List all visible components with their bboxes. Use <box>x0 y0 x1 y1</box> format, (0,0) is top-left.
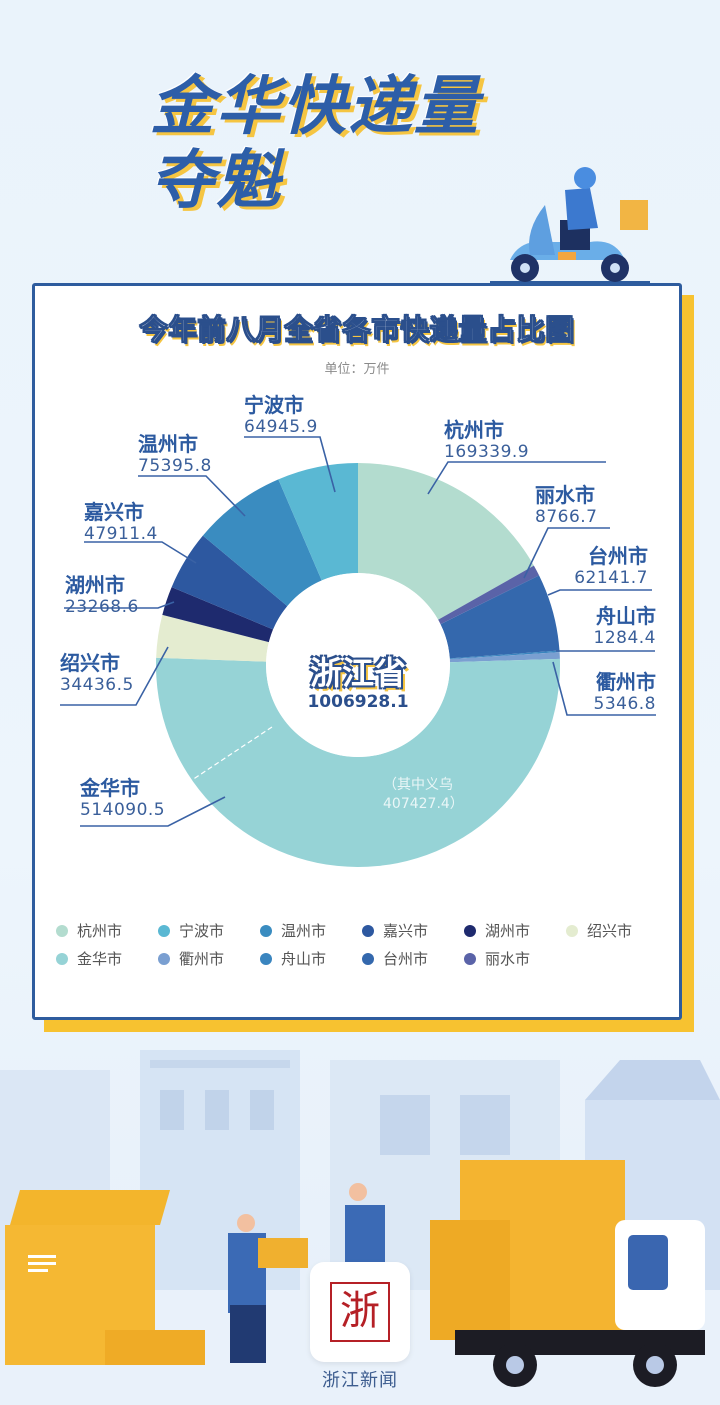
legend-swatch-icon <box>464 924 476 937</box>
yiwu-annotation: （其中义乌 407427.4） <box>383 777 464 812</box>
label-shaoxing: 绍兴市 34436.5 <box>60 651 134 695</box>
legend-swatch-icon <box>260 952 272 965</box>
headline-line-2: 夺魁 <box>150 144 282 218</box>
legend-label: 湖州市 <box>485 922 531 940</box>
label-jiaxing: 嘉兴市 47911.4 <box>84 500 158 544</box>
legend-item: 绍兴市 <box>566 920 668 941</box>
donut-slice <box>278 463 358 581</box>
legend-swatch-icon <box>362 924 374 937</box>
legend-swatch-icon <box>566 924 578 937</box>
donut-slice <box>440 575 560 659</box>
legend-swatch-icon <box>158 952 170 965</box>
brand-name: 浙江新闻 <box>322 1370 398 1391</box>
donut-slice <box>438 565 540 625</box>
zhejiang-news-logo: 浙 <box>310 1262 410 1362</box>
donut-slice <box>449 650 560 660</box>
leader-line <box>552 661 656 716</box>
legend-item: 金华市 <box>56 948 158 969</box>
leader-line <box>523 527 610 579</box>
legend-item: 丽水市 <box>464 948 566 969</box>
label-wenzhou: 温州市 75395.8 <box>138 432 212 476</box>
legend-swatch-icon <box>158 924 170 937</box>
legend-swatch-icon <box>464 952 476 965</box>
leader-line <box>60 646 169 706</box>
chart-legend: 杭州市 宁波市 温州市 嘉兴市 湖州市 绍兴市金华市 衢州市 舟山市 台州市 丽水市 <box>56 920 676 969</box>
seal-icon: 浙 <box>330 1282 390 1342</box>
donut-chart <box>60 436 656 867</box>
legend-label: 嘉兴市 <box>383 922 429 940</box>
leader-line <box>427 461 606 495</box>
leader-line <box>244 436 336 493</box>
headline-line-1: 金华快递量 <box>150 70 480 144</box>
legend-label: 宁波市 <box>179 922 225 940</box>
legend-item: 台州市 <box>362 948 464 969</box>
leader-line <box>84 541 197 564</box>
label-huzhou: 湖州市 23268.6 <box>65 573 139 617</box>
donut-slice <box>171 535 288 630</box>
legend-item: 宁波市 <box>158 920 260 941</box>
leader-line <box>64 601 175 609</box>
legend-swatch-icon <box>56 952 68 965</box>
donut-slice <box>162 587 274 643</box>
legend-swatch-icon <box>56 924 68 937</box>
donut-slice <box>449 652 560 663</box>
legend-item: 温州市 <box>260 920 362 941</box>
label-ningbo: 宁波市 64945.9 <box>244 393 318 437</box>
donut-center-total: 1006928.1 <box>307 692 409 712</box>
legend-label: 绍兴市 <box>587 922 633 940</box>
legend-item: 嘉兴市 <box>362 920 464 941</box>
donut-center-title: 浙江省 <box>309 654 406 692</box>
label-jinhua: 金华市 514090.5 <box>80 776 166 820</box>
page-headline: 金华快递量 夺魁 <box>150 70 480 218</box>
legend-item: 衢州市 <box>158 948 260 969</box>
legend-label: 杭州市 <box>77 922 123 940</box>
label-zhoushan: 舟山市 1284.4 <box>593 604 656 648</box>
legend-label: 丽水市 <box>485 950 531 968</box>
legend-item: 湖州市 <box>464 920 566 941</box>
donut-slice <box>155 657 560 867</box>
legend-item: 舟山市 <box>260 948 362 969</box>
leader-line <box>138 475 246 517</box>
label-quzhou: 衢州市 5346.8 <box>593 670 656 714</box>
label-hangzhou: 杭州市 169339.9 <box>444 418 530 462</box>
legend-label: 衢州市 <box>179 950 225 968</box>
legend-swatch-icon <box>260 924 272 937</box>
donut-slice <box>358 463 534 620</box>
label-lishui: 丽水市 8766.7 <box>535 483 598 527</box>
leader-line <box>547 589 652 596</box>
legend-label: 台州市 <box>383 950 429 968</box>
legend-swatch-icon <box>362 952 374 965</box>
legend-item: 杭州市 <box>56 920 158 941</box>
label-taizhou: 台州市 62141.7 <box>574 544 648 588</box>
leader-line <box>80 796 226 827</box>
donut-slice <box>156 614 269 662</box>
chart-title: 今年前八月全省各市快递量占比图 <box>139 313 575 347</box>
legend-label: 温州市 <box>281 922 327 940</box>
donut-slice <box>202 479 322 607</box>
legend-label: 舟山市 <box>281 950 327 968</box>
legend-label: 金华市 <box>77 950 123 968</box>
chart-unit: 单位：万件 <box>324 362 390 377</box>
